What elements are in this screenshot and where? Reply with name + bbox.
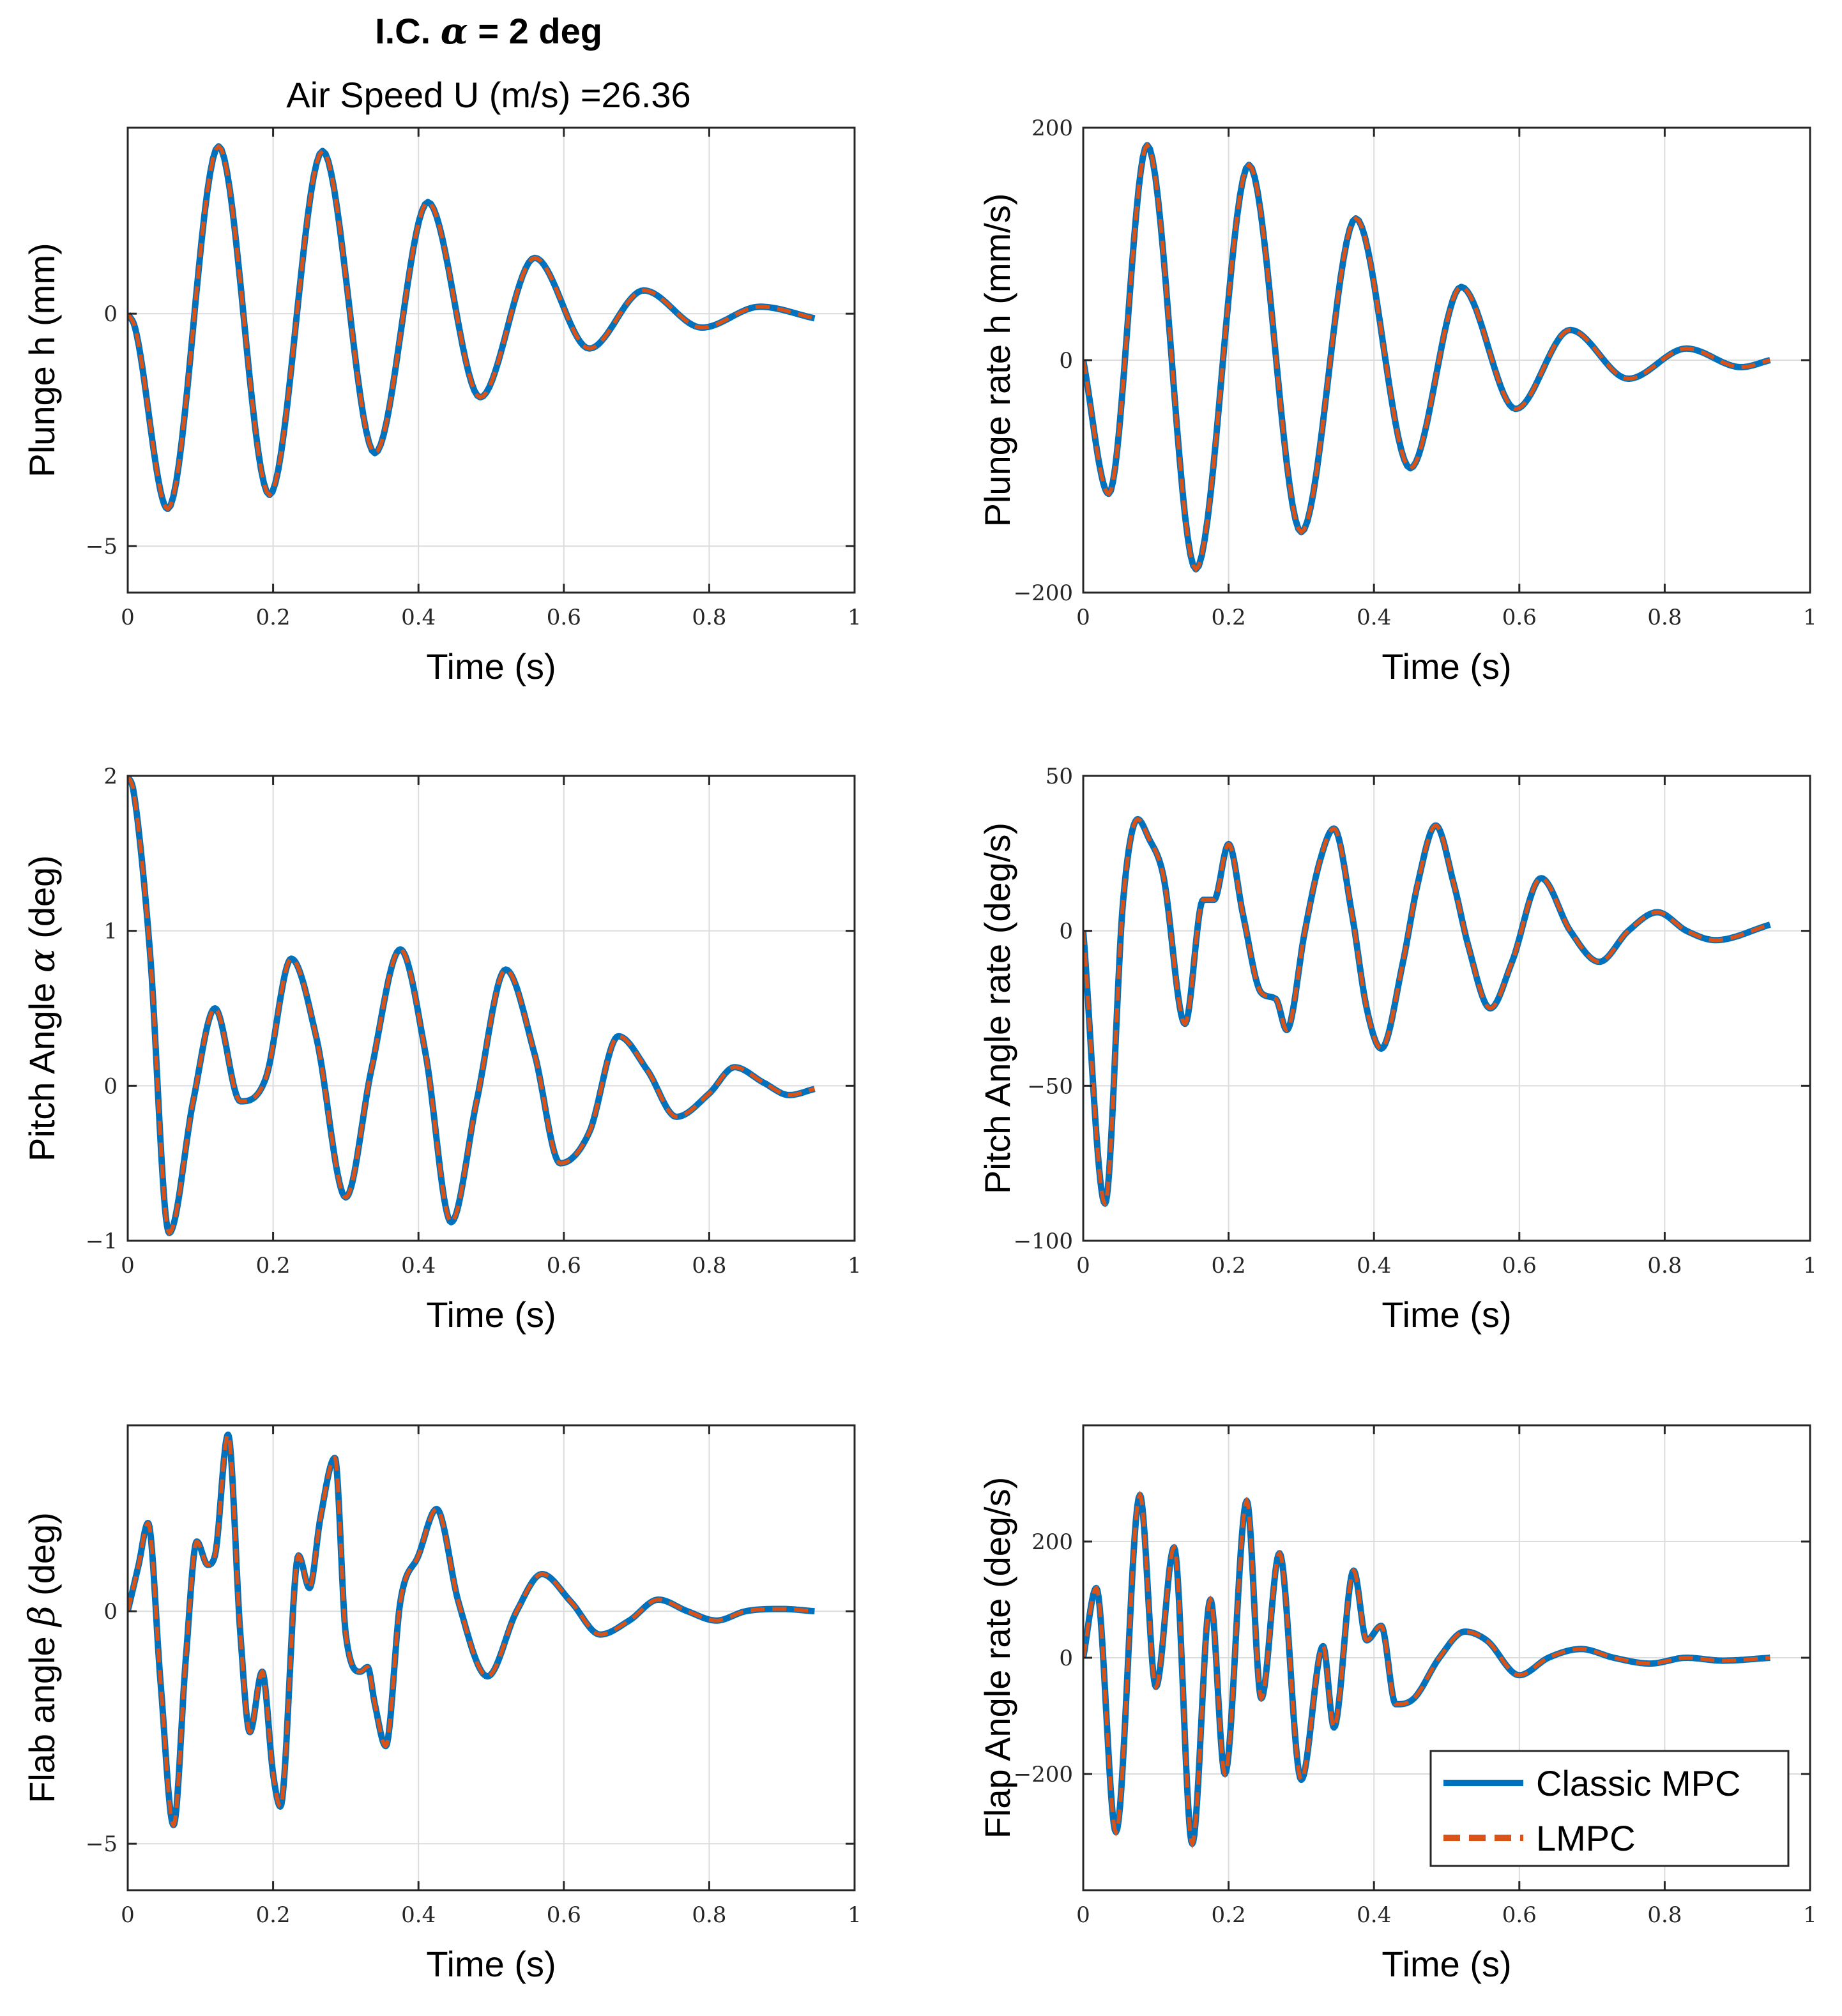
y-tick-label: −5 — [86, 534, 118, 559]
subplot-plunge: 0 0.2 0.4 0.6 0.8 1 −5 0 Time (s) Plunge h (mm) — [22, 126, 862, 686]
y-tick-label: 0 — [1059, 919, 1073, 944]
x-tick-label: 0.4 — [401, 1902, 436, 1928]
x-tick-label: 0.2 — [256, 605, 291, 630]
x-tick-label: 0.8 — [1647, 605, 1682, 630]
x-tick-label: 0 — [121, 1902, 135, 1928]
x-tick-label: 0 — [1076, 1253, 1090, 1278]
y-tick-label: 0 — [1059, 348, 1073, 374]
plot-area — [128, 128, 855, 593]
legend-box — [1429, 1750, 1790, 1867]
x-axis-label: Time (s) — [426, 1294, 556, 1335]
x-axis-label: Time (s) — [1382, 646, 1511, 686]
x-tick-label: 0.2 — [1212, 605, 1246, 630]
y-tick-label: 50 — [1046, 764, 1073, 789]
y-tick-label: 0 — [1059, 1646, 1073, 1671]
x-tick-label: 0.6 — [1502, 1253, 1537, 1278]
y-axis-label: Plunge rate h (mm/s) — [977, 193, 1017, 527]
x-tick-label: 0.2 — [256, 1902, 291, 1928]
series-line-lmpc — [1083, 142, 1771, 573]
y-axis-label: Pitch Angle rate (deg/s) — [977, 822, 1017, 1194]
x-tick-label: 0.6 — [547, 1902, 581, 1928]
y-axis-label: Plunge h (mm) — [22, 243, 62, 477]
y-tick-label: 0 — [103, 301, 118, 327]
figure-title: I.C. α = 2 deg — [375, 10, 602, 52]
y-tick-label: −1 — [86, 1229, 118, 1254]
x-tick-label: 0.4 — [1357, 1902, 1391, 1928]
y-tick-label: −100 — [1014, 1229, 1073, 1254]
x-tick-label: 1 — [848, 605, 862, 630]
subplot-pitch-rate: 0 0.2 0.4 0.6 0.8 1 −100 −50 0 50 Time (s) Pitch An… — [977, 764, 1817, 1335]
x-tick-label: 0.8 — [1647, 1902, 1682, 1928]
series-line-lmpc — [1083, 817, 1771, 1208]
x-tick-label: 0 — [121, 1253, 135, 1278]
x-tick-label: 0.8 — [692, 605, 726, 630]
y-tick-label: 0 — [103, 1073, 118, 1099]
y-tick-label: 2 — [103, 764, 118, 789]
x-tick-label: 1 — [1803, 1253, 1817, 1278]
x-tick-label: 0.4 — [401, 605, 436, 630]
x-tick-label: 0.6 — [1502, 605, 1537, 630]
y-tick-label: −200 — [1014, 1762, 1073, 1787]
legend-label-lmpc: LMPC — [1536, 1818, 1636, 1858]
axes-box — [126, 126, 856, 594]
x-axis-label: Time (s) — [1382, 1294, 1511, 1335]
x-tick-label: 1 — [1803, 1902, 1817, 1928]
x-axis-label: Time (s) — [426, 1944, 556, 1984]
x-tick-label: 0.4 — [401, 1253, 436, 1278]
y-tick-label: −50 — [1027, 1073, 1073, 1099]
x-tick-label: 0.6 — [547, 1253, 581, 1278]
y-tick-label: 0 — [103, 1599, 118, 1625]
x-tick-label: 0.6 — [1502, 1902, 1537, 1928]
y-axis-label: Pitch Angle α (deg) — [22, 855, 63, 1162]
x-tick-label: 0.4 — [1357, 1253, 1391, 1278]
legend-label-classic-mpc: Classic MPC — [1536, 1763, 1740, 1803]
y-tick-label: −200 — [1014, 580, 1073, 606]
x-tick-label: 0.6 — [547, 605, 581, 630]
plot-area — [128, 1425, 855, 1890]
x-tick-label: 1 — [848, 1902, 862, 1928]
y-tick-label: 200 — [1031, 116, 1073, 141]
x-tick-label: 0.2 — [256, 1253, 291, 1278]
subplot-flap: 0 0.2 0.4 0.6 0.8 1 −5 0 Time (s) Flab angle β (d… — [22, 1424, 862, 1984]
y-tick-label: −5 — [86, 1831, 118, 1857]
x-tick-label: 0.2 — [1212, 1253, 1246, 1278]
axes-box — [1082, 775, 1811, 1242]
axes-box — [126, 775, 856, 1242]
y-axis-label: Flap Angle rate (deg/s) — [977, 1477, 1017, 1839]
series-line-lmpc — [1083, 1490, 1770, 1849]
x-axis-label: Time (s) — [426, 646, 556, 686]
x-axis-label: Time (s) — [1382, 1944, 1511, 1984]
series-line-lmpc — [128, 776, 816, 1236]
x-tick-label: 0.2 — [1212, 1902, 1246, 1928]
x-tick-label: 0.8 — [692, 1253, 726, 1278]
y-tick-label: 200 — [1031, 1529, 1073, 1555]
x-tick-label: 0 — [121, 605, 135, 630]
axes-box — [126, 1424, 856, 1891]
series-line-lmpc — [128, 143, 816, 512]
x-tick-label: 1 — [1803, 605, 1817, 630]
y-axis-label: Flab angle β (deg) — [22, 1512, 63, 1803]
x-tick-label: 0 — [1076, 1902, 1090, 1928]
y-tick-label: 1 — [103, 919, 118, 944]
legend: Classic MPC LMPC — [1429, 1750, 1790, 1867]
x-tick-label: 0.8 — [692, 1902, 726, 1928]
x-tick-label: 0 — [1076, 605, 1090, 630]
x-tick-label: 1 — [848, 1253, 862, 1278]
subplot-flap-rate: 0 0.2 0.4 0.6 0.8 1 −200 0 200 Time (s) Flap Angle… — [977, 1424, 1817, 1984]
figure-subtitle: Air Speed U (m/s) =26.36 — [286, 75, 690, 115]
x-tick-label: 0.4 — [1357, 605, 1391, 630]
series-line-lmpc — [128, 1431, 815, 1829]
x-tick-label: 0.8 — [1647, 1253, 1682, 1278]
